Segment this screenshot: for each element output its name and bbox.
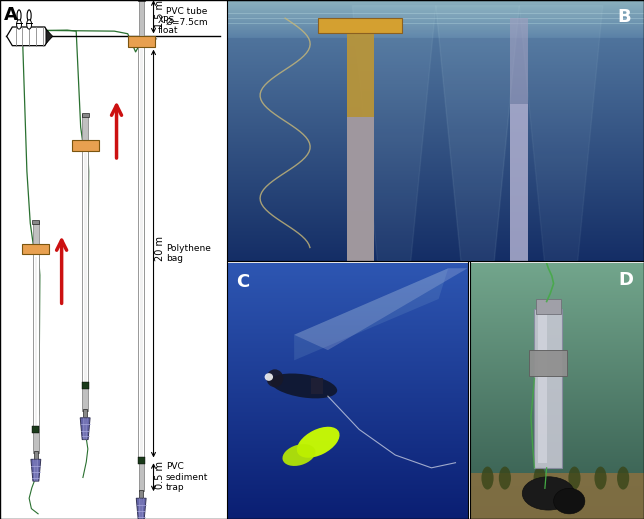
Bar [32, 220, 39, 224]
Bar [538, 315, 547, 463]
Ellipse shape [265, 373, 273, 381]
Bar [35, 257, 37, 427]
Bar [311, 378, 323, 393]
Bar [470, 261, 644, 519]
Text: C: C [236, 274, 250, 291]
Bar [347, 117, 374, 261]
Ellipse shape [534, 467, 545, 489]
Polygon shape [31, 459, 41, 481]
Text: B: B [618, 8, 632, 26]
Polygon shape [46, 29, 53, 44]
Bar [529, 350, 567, 376]
Ellipse shape [267, 370, 283, 387]
Ellipse shape [554, 488, 585, 514]
Polygon shape [6, 27, 50, 46]
Bar [509, 18, 528, 261]
Bar [82, 114, 88, 140]
Ellipse shape [270, 374, 337, 399]
Bar [23, 244, 50, 254]
Ellipse shape [522, 477, 574, 510]
Bar [470, 473, 644, 519]
Bar [509, 104, 528, 261]
Bar [33, 221, 39, 244]
Bar [138, 47, 144, 460]
Ellipse shape [482, 467, 493, 489]
Ellipse shape [17, 10, 21, 21]
Ellipse shape [17, 20, 21, 29]
Text: 0.5 m: 0.5 m [155, 461, 165, 488]
Ellipse shape [499, 467, 511, 489]
Ellipse shape [569, 467, 580, 489]
Bar [140, 49, 142, 458]
Ellipse shape [283, 444, 316, 466]
Bar [140, 490, 143, 498]
Ellipse shape [594, 467, 607, 489]
Polygon shape [294, 268, 448, 360]
Polygon shape [80, 418, 90, 440]
Bar [34, 451, 37, 459]
Bar [82, 113, 88, 117]
Polygon shape [294, 268, 468, 350]
Bar [319, 18, 402, 33]
Text: XPS
float: XPS float [157, 16, 178, 35]
Bar [71, 140, 99, 151]
Text: 20 m: 20 m [155, 236, 165, 261]
Bar [138, 0, 144, 36]
Text: Polythene
bag: Polythene bag [166, 244, 211, 263]
Ellipse shape [27, 10, 31, 21]
Ellipse shape [26, 20, 32, 29]
Bar [82, 382, 89, 389]
Bar [84, 409, 87, 418]
Text: 1.5 m: 1.5 m [155, 1, 165, 28]
Text: PVC tube
Ø=7.5cm: PVC tube Ø=7.5cm [166, 7, 209, 26]
Text: D: D [619, 271, 634, 289]
Bar [536, 299, 560, 315]
Bar [347, 21, 374, 261]
Bar [227, 261, 468, 519]
Bar [82, 385, 88, 411]
Bar [138, 457, 145, 464]
Ellipse shape [617, 467, 629, 489]
Bar [227, 0, 644, 261]
Bar [84, 153, 86, 383]
Bar [138, 460, 144, 491]
Bar [33, 429, 39, 453]
Text: PVC
sediment
trap: PVC sediment trap [166, 462, 208, 492]
Bar [33, 254, 39, 429]
Bar [535, 309, 562, 468]
Ellipse shape [297, 427, 339, 458]
Polygon shape [137, 498, 146, 519]
Bar [82, 151, 88, 385]
Text: A: A [4, 6, 18, 24]
Bar [128, 36, 155, 47]
Bar [32, 426, 39, 433]
